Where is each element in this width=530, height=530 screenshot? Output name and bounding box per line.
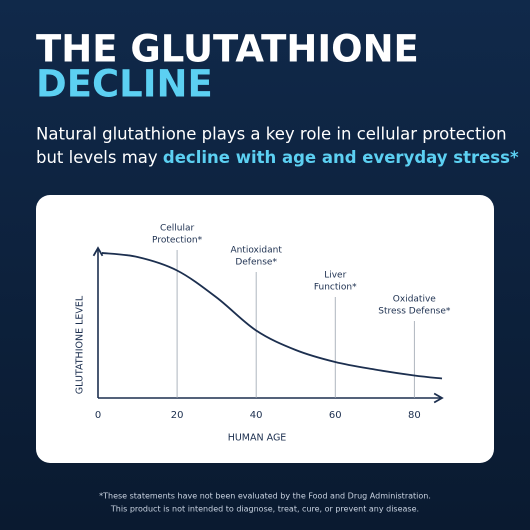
annotation-text: Stress Defense*: [378, 307, 451, 317]
x-tick-label: 0: [95, 410, 101, 421]
disclaimer: *These statements have not been evaluate…: [99, 492, 431, 501]
subtitle-highlight: decline with age and everyday stress*: [163, 148, 519, 167]
annotation-text: Defense*: [235, 258, 277, 268]
subtitle: but levels may decline with age and ever…: [36, 148, 519, 167]
chart-card: [36, 195, 494, 463]
subtitle: Natural glutathione plays a key role in …: [36, 125, 507, 144]
x-axis-label: HUMAN AGE: [228, 433, 287, 444]
x-tick-label: 60: [329, 410, 342, 421]
subtitle-plain: but levels may: [36, 148, 163, 167]
annotation-text: Oxidative: [393, 295, 436, 305]
annotation-text: Antioxidant: [230, 246, 282, 256]
x-tick-label: 40: [250, 410, 263, 421]
annotation-text: Liver: [324, 271, 346, 281]
title-accent: DECLINE: [36, 63, 213, 106]
x-tick-label: 20: [171, 410, 184, 421]
y-axis-label: GLUTATHIONE LEVEL: [75, 295, 86, 394]
annotation-text: Protection*: [152, 236, 203, 246]
decline-line: [101, 252, 443, 380]
title: THE GLUTATHIONE: [36, 28, 419, 71]
x-tick-label: 80: [408, 410, 421, 421]
disclaimer: This product is not intended to diagnose…: [110, 505, 419, 514]
annotation-text: Function*: [314, 283, 357, 293]
annotation-text: Cellular: [160, 224, 195, 234]
